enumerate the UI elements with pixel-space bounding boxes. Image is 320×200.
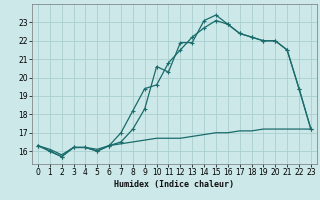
X-axis label: Humidex (Indice chaleur): Humidex (Indice chaleur)	[115, 180, 234, 189]
